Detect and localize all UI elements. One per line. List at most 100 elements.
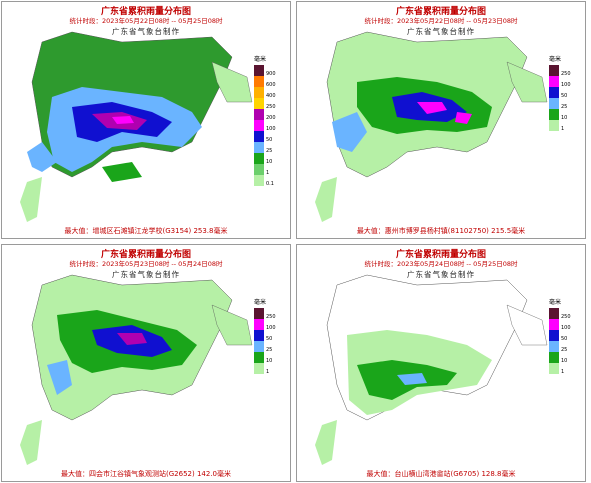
legend-label: 100 — [561, 325, 571, 331]
legend-label: 25 — [266, 347, 273, 353]
legend-item: 600 — [254, 76, 280, 88]
rainfall-panel-4: 广东省累积雨量分布图 统计时段：2023年05月24日08时 -- 05月25日… — [296, 244, 586, 482]
legend-item: 400 — [254, 87, 280, 99]
legend-item: 25 — [254, 142, 280, 154]
legend-swatch — [254, 341, 264, 352]
legend-label: 100 — [561, 82, 571, 88]
legend-item: 200 — [254, 109, 280, 121]
legend-label: 25 — [561, 347, 568, 353]
legend-unit: 毫米 — [254, 56, 267, 63]
panel-1-maker: 广东省气象台制作 — [112, 27, 180, 36]
legend-swatch — [254, 352, 264, 363]
legend-item: 50 — [254, 131, 280, 143]
panel-3-maker: 广东省气象台制作 — [112, 270, 180, 279]
legend-swatch — [254, 330, 264, 341]
legend-item: 10 — [549, 109, 575, 121]
rainfall-panel-1: 广东省累积雨量分布图 统计时段：2023年05月22日08时 -- 05月25日… — [1, 1, 291, 239]
legend-swatch — [549, 352, 559, 363]
legend-item: 10 — [549, 352, 575, 364]
legend-label: 50 — [561, 336, 568, 342]
legend-label: 0.1 — [266, 181, 274, 187]
rainfall-panel-2: 广东省累积雨量分布图 统计时段：2023年05月22日08时 -- 05月23日… — [296, 1, 586, 239]
legend-unit: 毫米 — [254, 299, 267, 306]
legend-item: 100 — [254, 319, 280, 331]
legend-swatch — [254, 142, 264, 153]
legend-label: 400 — [266, 93, 276, 99]
legend-item: 250 — [254, 98, 280, 110]
legend-label: 25 — [561, 104, 568, 110]
legend-swatch — [254, 131, 264, 142]
legend-label: 1 — [266, 369, 270, 375]
legend-swatch — [254, 87, 264, 98]
panel-3-max: 最大值：四会市江谷镇气象观测站(G2652) 142.0毫米 — [61, 470, 231, 478]
legend-label: 10 — [266, 159, 273, 165]
map-shapes — [315, 274, 548, 465]
legend-item: 50 — [254, 330, 280, 342]
legend-unit: 毫米 — [549, 56, 562, 63]
map-shapes — [20, 274, 253, 465]
panel-4-maker: 广东省气象台制作 — [407, 270, 475, 279]
legend-item: 900 — [254, 65, 280, 77]
legend-item: 250 — [549, 308, 575, 320]
legend-swatch — [254, 120, 264, 131]
legend-item: 250 — [254, 308, 280, 320]
legend-item: 25 — [549, 98, 575, 110]
legend-swatch — [254, 65, 264, 76]
legend-label: 1 — [266, 170, 270, 176]
legend-swatch — [549, 76, 559, 87]
legend-item: 100 — [254, 120, 280, 132]
legend-label: 1 — [561, 126, 565, 132]
legend-item: 10 — [254, 352, 280, 364]
legend-item: 100 — [549, 319, 575, 331]
legend-swatch — [254, 319, 264, 330]
legend-label: 100 — [266, 325, 276, 331]
panel-2-period: 统计时段：2023年05月22日08时 -- 05月23日08时 — [364, 17, 518, 25]
panel-1-max: 最大值：增城区石滩镇江龙学校(G3154) 253.8毫米 — [64, 227, 228, 235]
legend-label: 50 — [561, 93, 568, 99]
legend-label: 1 — [561, 369, 565, 375]
legend-unit: 毫米 — [549, 299, 562, 306]
legend-swatch — [549, 341, 559, 352]
legend-label: 10 — [561, 358, 568, 364]
legend-swatch — [549, 120, 559, 131]
rainfall-panel-3: 广东省累积雨量分布图 统计时段：2023年05月23日08时 -- 05月24日… — [1, 244, 291, 482]
panel-4-max: 最大值：台山横山湾港畲站(G6705) 128.8毫米 — [366, 470, 516, 478]
panel-4-period: 统计时段：2023年05月24日08时 -- 05月25日08时 — [364, 260, 518, 268]
panel-3-period: 统计时段：2023年05月23日08时 -- 05月24日08时 — [69, 260, 223, 268]
legend-label: 250 — [561, 71, 571, 77]
legend-swatch — [254, 76, 264, 87]
legend-item: 0.1 — [254, 175, 280, 187]
legend-item: 1 — [549, 363, 575, 375]
panel-1-legend: 毫米 900 600 400 250 200 100 50 25 10 1 0.1 — [254, 54, 280, 187]
rainfall-map-4 — [315, 274, 548, 465]
legend-item: 100 — [549, 76, 575, 88]
legend-label: 25 — [266, 148, 273, 154]
panel-3-legend: 毫米 250 100 50 25 10 1 — [254, 297, 280, 375]
legend-item: 1 — [254, 363, 280, 375]
legend-swatch — [254, 308, 264, 319]
legend-label: 10 — [266, 358, 273, 364]
legend-swatch — [254, 98, 264, 109]
legend-label: 50 — [266, 137, 273, 143]
panel-4-legend: 毫米 250 100 50 25 10 1 — [549, 297, 575, 375]
legend-item: 1 — [254, 164, 280, 176]
legend-label: 50 — [266, 336, 273, 342]
legend-label: 250 — [266, 104, 276, 110]
panel-1-period: 统计时段：2023年05月22日08时 -- 05月25日08时 — [69, 17, 223, 25]
legend-swatch — [254, 109, 264, 120]
legend-label: 600 — [266, 82, 276, 88]
map-shapes — [20, 31, 253, 222]
legend-item: 250 — [549, 65, 575, 77]
legend-label: 200 — [266, 115, 276, 121]
legend-swatch — [549, 330, 559, 341]
legend-swatch — [549, 98, 559, 109]
legend-label: 900 — [266, 71, 276, 77]
legend-swatch — [549, 109, 559, 120]
legend-swatch — [254, 153, 264, 164]
legend-item: 25 — [254, 341, 280, 353]
legend-item: 10 — [254, 153, 280, 165]
legend-swatch — [549, 363, 559, 374]
legend-item: 50 — [549, 87, 575, 99]
legend-swatch — [549, 65, 559, 76]
legend-swatch — [254, 164, 264, 175]
